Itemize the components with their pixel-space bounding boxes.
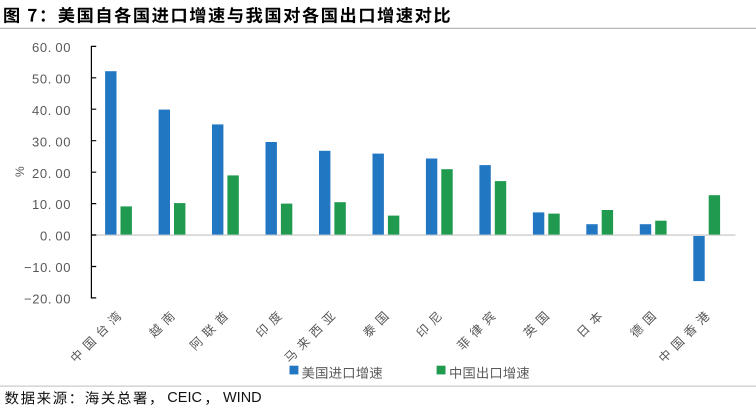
svg-text:20. 00: 20. 00 — [32, 166, 71, 181]
svg-text:CEIC: CEIC — [167, 390, 202, 406]
svg-text:40. 00: 40. 00 — [32, 103, 71, 118]
svg-text:−10. 00: −10. 00 — [24, 260, 71, 275]
svg-text:WIND: WIND — [223, 390, 262, 406]
svg-text:0. 00: 0. 00 — [40, 229, 71, 244]
svg-text:50. 00: 50. 00 — [32, 71, 71, 86]
svg-text:−20. 00: −20. 00 — [24, 292, 71, 307]
svg-text:%: % — [13, 166, 27, 177]
svg-text:30. 00: 30. 00 — [32, 134, 71, 149]
svg-text:10. 00: 10. 00 — [32, 197, 71, 212]
svg-text:60. 00: 60. 00 — [32, 40, 71, 55]
